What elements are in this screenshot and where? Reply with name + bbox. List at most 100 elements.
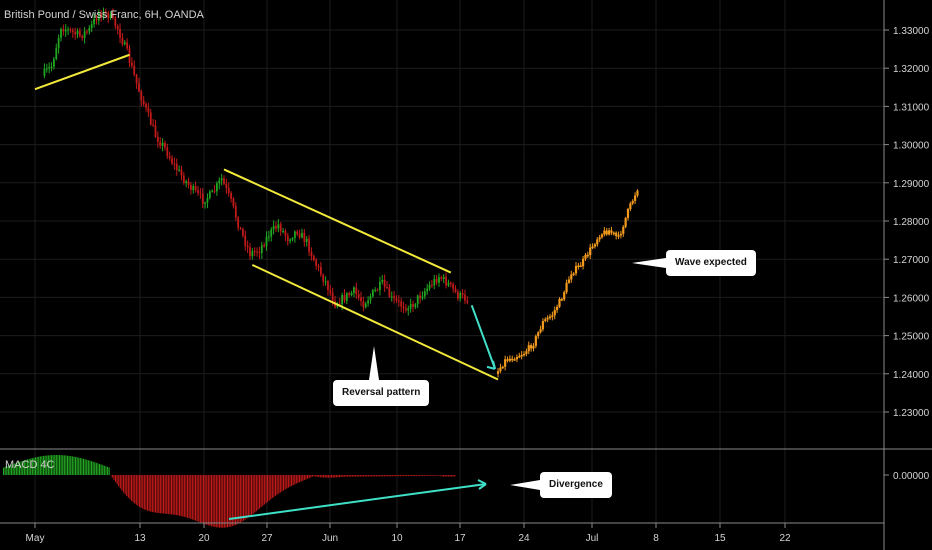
macd-bar	[233, 475, 235, 526]
time-axis[interactable]: May 13 20 27 Jun 10 17 24 Jul 8 15 22	[26, 523, 791, 544]
candle-body	[123, 42, 126, 45]
candle-body	[284, 230, 287, 236]
macd-bar	[102, 465, 104, 475]
candle-body	[90, 24, 93, 29]
macd-bar	[9, 465, 11, 475]
macd-bar	[171, 475, 173, 515]
macd-bar	[193, 475, 195, 521]
macd-bar	[311, 475, 313, 477]
macd-bar	[52, 455, 54, 475]
macd-bar	[323, 475, 325, 478]
macd-bar	[76, 457, 78, 475]
macd-bar	[20, 461, 22, 475]
projection-body	[636, 190, 639, 196]
wave-callout: Wave expected	[632, 250, 756, 276]
macd-bar	[68, 455, 70, 475]
candle-body	[81, 35, 84, 38]
macd-bar	[25, 459, 27, 475]
macd-bar	[417, 475, 419, 476]
chart-title: British Pound / Swiss Franc, 6H, OANDA	[4, 9, 204, 21]
time-tick-label: 27	[261, 533, 273, 544]
candle-body	[182, 175, 185, 183]
projection-body	[539, 329, 542, 333]
candle-body	[445, 276, 447, 286]
macd-bar	[270, 475, 272, 500]
macd-bar	[279, 475, 281, 493]
macd-histogram	[3, 455, 456, 528]
macd-bar	[374, 475, 376, 477]
macd-bar	[396, 475, 398, 477]
macd-bar	[247, 475, 249, 518]
macd-bar	[182, 475, 184, 517]
time-tick-label: 24	[518, 533, 530, 544]
macd-bar	[67, 455, 69, 475]
macd-bar	[185, 475, 187, 518]
price-tick-label: 1.25000	[893, 332, 930, 343]
projection-body	[527, 345, 530, 352]
macd-bar	[449, 475, 451, 477]
candle-body	[324, 281, 327, 283]
candle-body	[114, 17, 117, 26]
candle-body	[350, 292, 353, 296]
candle-body	[331, 292, 334, 302]
macd-tick-label: 0.00000	[893, 471, 930, 482]
macd-bar	[443, 475, 445, 477]
candle-body	[156, 136, 159, 142]
macd-bar	[231, 475, 233, 527]
projection-candles	[496, 189, 639, 378]
candle-body	[104, 11, 107, 13]
macd-bar	[446, 475, 448, 477]
macd-bar	[348, 475, 350, 477]
macd-bar	[59, 455, 61, 475]
candle-body	[357, 294, 360, 298]
macd-bar	[167, 475, 169, 515]
macd-bar	[199, 475, 201, 523]
macd-label: MACD 4C	[5, 459, 55, 471]
macd-bar	[308, 475, 310, 479]
macd-bar	[227, 475, 229, 528]
projection-body	[600, 234, 604, 238]
macd-bar	[385, 475, 387, 477]
macd-bar	[271, 475, 273, 499]
macd-bar	[211, 475, 213, 527]
projection-body	[558, 299, 561, 307]
candle-body	[267, 236, 270, 238]
macd-bar	[166, 475, 168, 514]
candle-body	[376, 289, 379, 291]
projection-body	[624, 217, 627, 227]
time-tick-label: 22	[779, 533, 791, 544]
macd-bar	[353, 475, 355, 477]
price-axis[interactable]: 1.33000 1.32000 1.31000 1.30000 1.29000 1.280…	[884, 26, 930, 482]
macd-bar	[299, 475, 301, 483]
candle-body	[367, 300, 370, 304]
macd-bar	[39, 456, 41, 475]
macd-bar	[415, 475, 417, 476]
candle-body	[362, 301, 365, 308]
macd-bar	[255, 475, 257, 512]
candle-body	[159, 141, 162, 146]
macd-bar	[49, 455, 51, 475]
candle-body	[409, 303, 412, 309]
macd-bar	[15, 462, 17, 475]
divergence-callout-tail	[510, 480, 540, 490]
projection-body	[612, 232, 615, 235]
macd-bar	[447, 475, 449, 477]
macd-bar	[92, 461, 94, 475]
candle-body	[62, 28, 65, 32]
candle-body	[45, 68, 48, 70]
candle-body	[83, 31, 86, 38]
price-tick-label: 1.30000	[893, 141, 930, 152]
macd-bar	[235, 475, 237, 525]
macd-bar	[273, 475, 275, 497]
macd-bar	[430, 475, 432, 476]
candle-body	[145, 104, 147, 108]
macd-bar	[444, 475, 446, 477]
candle-body	[239, 227, 242, 229]
reversal-callout: Reversal pattern	[333, 346, 430, 406]
macd-bar	[54, 455, 56, 475]
time-tick-label: Jun	[322, 533, 338, 544]
macd-bar	[284, 475, 286, 490]
projection-body	[572, 273, 575, 275]
